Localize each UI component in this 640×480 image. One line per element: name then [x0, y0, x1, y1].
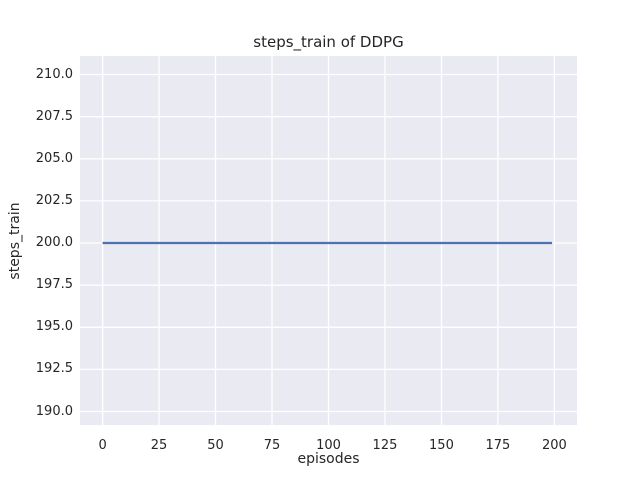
- y-tick-label: 200.0: [35, 235, 73, 251]
- y-tick-label: 202.5: [35, 192, 73, 208]
- y-tick-label: 192.5: [35, 361, 73, 377]
- x-tick-label: 200: [541, 438, 567, 453]
- x-tick-label: 150: [429, 438, 454, 453]
- y-axis-label: steps_train: [7, 202, 23, 280]
- y-tick-label: 205.0: [35, 150, 73, 166]
- x-axis-label: episodes: [297, 451, 360, 467]
- grid-and-line-svg: [80, 56, 577, 425]
- x-tick-label: 25: [150, 438, 168, 453]
- x-tick-label: 125: [372, 438, 398, 453]
- x-tick-label: 0: [98, 438, 107, 453]
- x-tick-label: 50: [207, 438, 224, 453]
- y-tick-label: 190.0: [35, 403, 73, 419]
- y-tick-label: 195.0: [35, 319, 73, 335]
- y-tick-label: 210.0: [35, 66, 73, 82]
- x-tick-label: 100: [316, 438, 341, 453]
- chart-title: steps_train of DDPG: [253, 33, 404, 51]
- y-tick-label: 207.5: [35, 108, 73, 124]
- y-tick-label: 197.5: [35, 277, 73, 293]
- plot-area: [80, 56, 577, 425]
- x-tick-label: 75: [263, 438, 281, 453]
- x-tick-label: 175: [485, 438, 511, 453]
